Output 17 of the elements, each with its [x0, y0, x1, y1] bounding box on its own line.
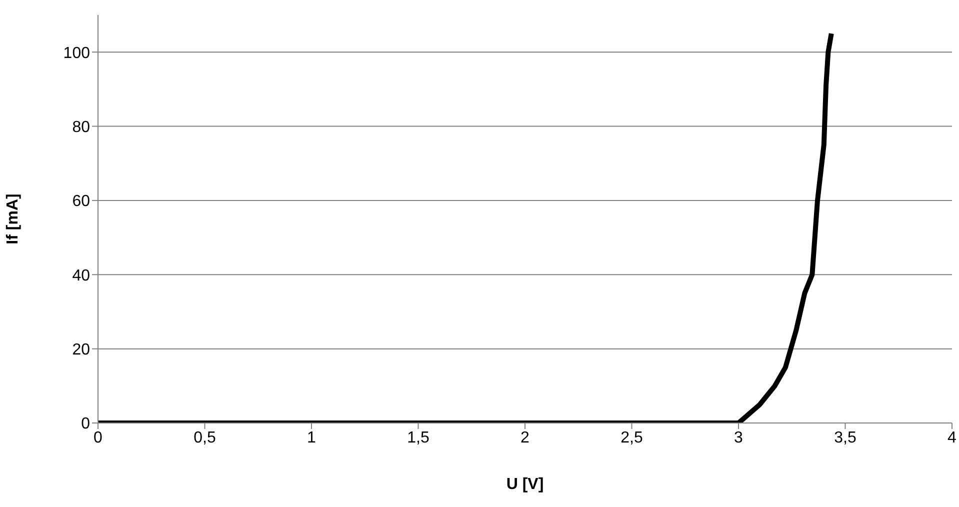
x-tick-label: 1 [307, 429, 316, 446]
y-axis-title: If [mA] [4, 194, 22, 244]
x-tick-label: 0,5 [194, 429, 216, 446]
y-tick-label: 0 [81, 416, 90, 433]
x-tick-label: 4 [948, 429, 957, 446]
x-tick-label: 1,5 [407, 429, 430, 446]
y-tick-label: 20 [72, 342, 90, 358]
x-tick-label: 2 [520, 429, 530, 446]
y-tick-label: 60 [72, 193, 90, 210]
y-tick-label: 100 [63, 44, 90, 62]
y-tick-label: 40 [72, 267, 90, 284]
x-tick-label: 3,5 [834, 429, 856, 446]
x-tick-label: 0 [94, 429, 103, 446]
x-tick-label: 2,5 [620, 429, 643, 446]
x-tick-label: 3 [734, 429, 744, 446]
x-axis-title: U [V] [506, 476, 544, 493]
y-tick-label: 80 [72, 118, 90, 136]
